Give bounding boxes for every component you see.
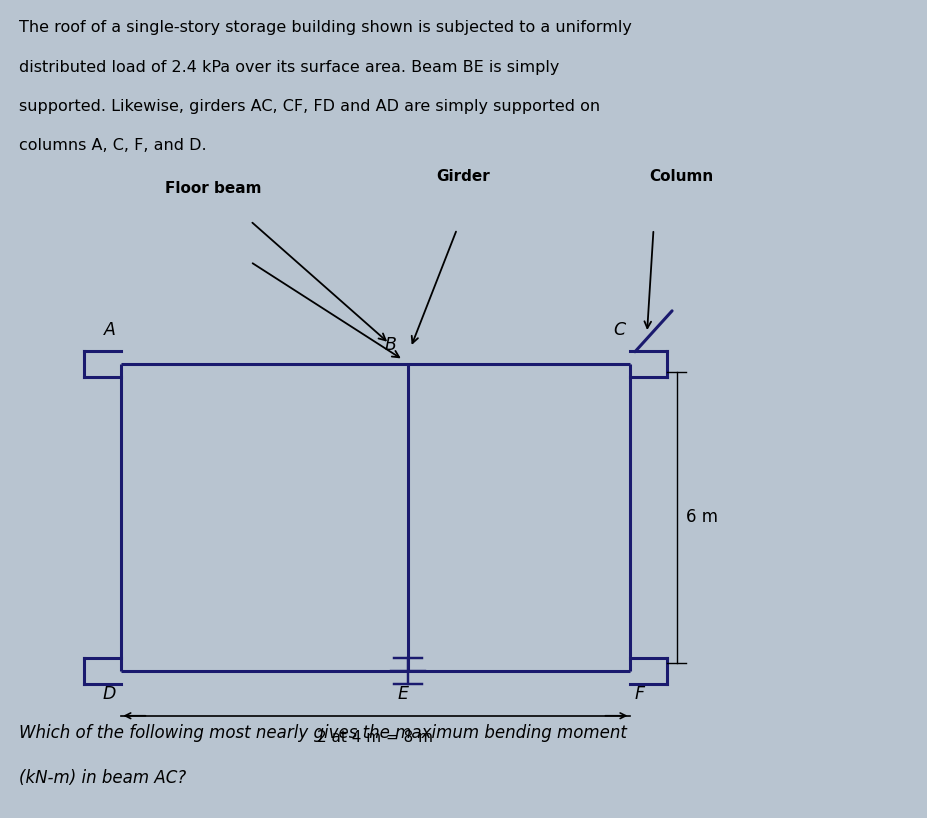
Text: B: B [385, 336, 397, 354]
Text: 6 m: 6 m [686, 508, 718, 527]
Text: D: D [103, 685, 116, 703]
Text: supported. Likewise, girders AC, CF, FD and AD are simply supported on: supported. Likewise, girders AC, CF, FD … [19, 99, 600, 114]
Text: Girder: Girder [437, 169, 490, 184]
Text: Column: Column [649, 169, 714, 184]
Text: distributed load of 2.4 kPa over its surface area. Beam BE is simply: distributed load of 2.4 kPa over its sur… [19, 60, 559, 74]
Text: F: F [635, 685, 645, 703]
Text: Floor beam: Floor beam [165, 182, 261, 196]
Text: Which of the following most nearly gives the maximum bending moment: Which of the following most nearly gives… [19, 724, 627, 742]
Text: The roof of a single-story storage building shown is subjected to a uniformly: The roof of a single-story storage build… [19, 20, 631, 35]
Text: E: E [398, 685, 409, 703]
Text: C: C [614, 321, 626, 339]
Text: columns A, C, F, and D.: columns A, C, F, and D. [19, 138, 206, 153]
Text: (kN-m) in beam AC?: (kN-m) in beam AC? [19, 769, 185, 787]
Text: A: A [104, 321, 116, 339]
Text: 2 at 4 m = 8 m: 2 at 4 m = 8 m [317, 730, 434, 745]
